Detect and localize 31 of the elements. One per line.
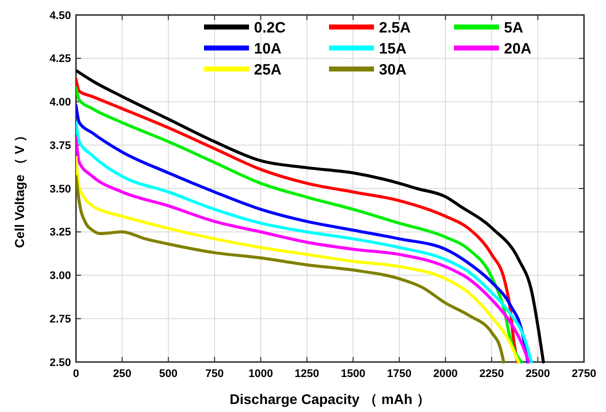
x-tick-label: 1500 — [340, 368, 366, 380]
y-tick-label: 3.25 — [50, 226, 71, 239]
x-tick-label: 1250 — [294, 368, 320, 380]
y-tick-label: 4.50 — [50, 10, 71, 22]
x-tick-label: 750 — [205, 368, 224, 380]
legend-label: 30A — [379, 61, 407, 78]
x-tick-label: 2500 — [526, 368, 550, 380]
x-tick-label: 1750 — [387, 368, 412, 380]
y-axis-title: Cell Voltage （ V ） — [12, 129, 27, 248]
y-tick-label: 4.25 — [50, 53, 71, 66]
x-tick-label: 2250 — [479, 368, 504, 380]
y-tick-label: 3.00 — [50, 270, 71, 282]
x-tick-label: 500 — [159, 368, 178, 380]
x-axis-title: Discharge Capacity （ mAh ） — [230, 391, 430, 407]
legend-label: 2.5A — [379, 19, 411, 36]
y-tick-label: 3.50 — [50, 183, 71, 196]
legend-label: 0.2C — [254, 19, 286, 36]
x-tick-label: 250 — [113, 368, 132, 380]
x-tick-label: 2750 — [572, 368, 596, 380]
x-tick-label: 1000 — [248, 368, 273, 380]
legend-label: 25A — [254, 61, 282, 78]
x-tick-label: 2000 — [433, 368, 458, 380]
legend-label: 5A — [504, 19, 524, 36]
y-tick-label: 3.75 — [50, 140, 71, 152]
y-tick-label: 4.00 — [50, 96, 71, 109]
legend-label: 15A — [379, 40, 407, 58]
y-tick-label: 2.75 — [50, 313, 71, 326]
legend-label: 10A — [254, 40, 282, 58]
legend-label: 20A — [504, 40, 532, 58]
y-tick-label: 2.50 — [50, 356, 71, 369]
x-tick-label: 0 — [72, 368, 80, 380]
